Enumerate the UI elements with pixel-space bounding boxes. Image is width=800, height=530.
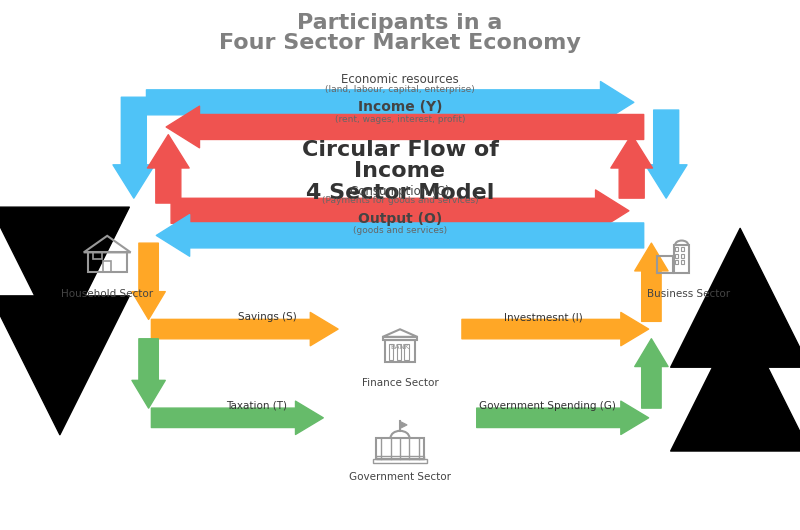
Text: 4 Sector Model: 4 Sector Model xyxy=(306,183,494,203)
Text: Four Sector Market Economy: Four Sector Market Economy xyxy=(219,33,581,53)
Bar xyxy=(382,337,418,340)
Text: Savings (S): Savings (S) xyxy=(238,312,296,322)
Text: Government Spending (G): Government Spending (G) xyxy=(479,401,616,411)
Text: Business Sector: Business Sector xyxy=(647,289,730,298)
Text: Leakages: Leakages xyxy=(42,304,52,350)
Text: Income (Y): Income (Y) xyxy=(358,100,442,114)
Polygon shape xyxy=(400,421,407,428)
Text: BANK: BANK xyxy=(390,343,410,350)
Text: Injections: Injections xyxy=(748,303,758,350)
Bar xyxy=(674,245,690,273)
Text: Consumption (C): Consumption (C) xyxy=(350,184,450,198)
Text: Investmesnt (I): Investmesnt (I) xyxy=(503,312,582,322)
Bar xyxy=(675,247,678,251)
Text: Participants in a: Participants in a xyxy=(298,13,502,33)
Bar xyxy=(681,260,684,264)
Text: (Payments for goods and services): (Payments for goods and services) xyxy=(322,197,478,206)
Bar xyxy=(373,459,427,463)
Bar xyxy=(376,456,424,459)
Bar xyxy=(103,261,111,272)
Bar xyxy=(675,260,678,264)
Text: (rent, wages, interest, profit): (rent, wages, interest, profit) xyxy=(334,114,466,123)
Bar xyxy=(397,344,401,360)
Bar xyxy=(376,438,424,459)
Text: Income: Income xyxy=(354,161,446,181)
Text: Circular Flow of: Circular Flow of xyxy=(302,139,498,160)
Text: Government Sector: Government Sector xyxy=(349,472,451,482)
Bar xyxy=(657,256,673,273)
Text: (goods and services): (goods and services) xyxy=(353,226,447,235)
Text: Output (O): Output (O) xyxy=(358,211,442,226)
Bar xyxy=(385,340,415,362)
Bar xyxy=(681,247,684,251)
Text: (land, labour, capital, enterprise): (land, labour, capital, enterprise) xyxy=(325,85,475,94)
Bar xyxy=(681,253,684,258)
Bar xyxy=(404,344,409,360)
Text: Finance Sector: Finance Sector xyxy=(362,378,438,388)
Text: Taxation (T): Taxation (T) xyxy=(226,401,287,411)
Bar xyxy=(675,253,678,258)
Text: Economic resources: Economic resources xyxy=(341,73,459,86)
Text: Household Sector: Household Sector xyxy=(61,289,154,298)
Bar xyxy=(389,344,394,360)
Bar xyxy=(94,252,102,259)
